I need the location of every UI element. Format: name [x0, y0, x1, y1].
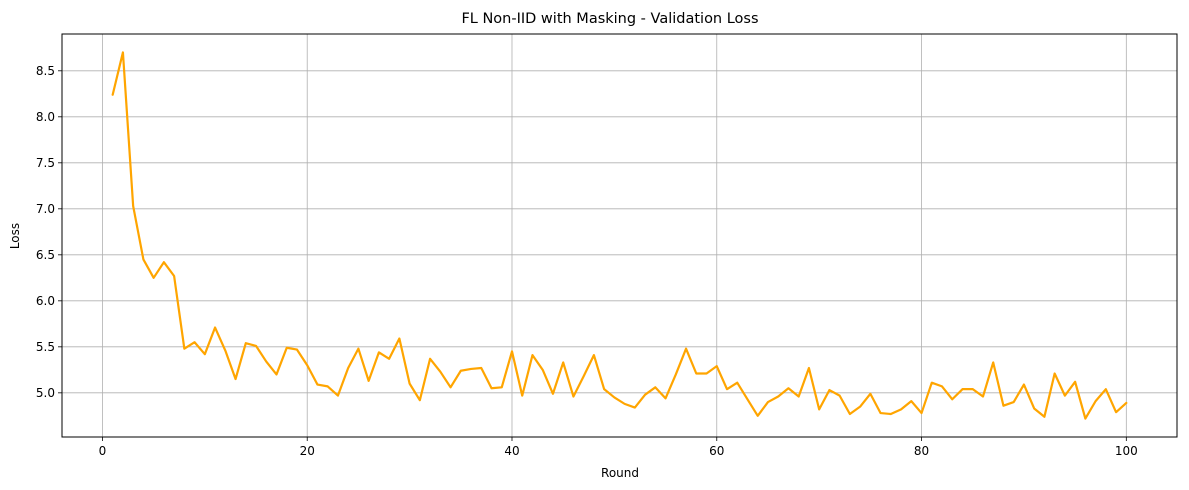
grid-lines [62, 34, 1177, 437]
chart-title: FL Non-IID with Masking - Validation Los… [461, 11, 758, 27]
y-tick-label: 5.0 [36, 386, 55, 400]
x-axis-label: Round [601, 466, 639, 480]
y-tick-label: 8.5 [36, 64, 55, 78]
y-tick-label: 6.0 [36, 294, 55, 308]
x-axis-ticks: 0 20 40 60 80 100 [99, 437, 1138, 458]
y-tick-label: 6.5 [36, 248, 55, 262]
x-tick-label: 100 [1115, 444, 1138, 458]
y-axis-label: Loss [8, 223, 22, 249]
validation-loss-line [111, 51, 1128, 420]
y-tick-label: 5.5 [36, 340, 55, 354]
y-tick-label: 8.0 [36, 110, 55, 124]
x-tick-label: 20 [300, 444, 315, 458]
y-tick-label: 7.5 [36, 156, 55, 170]
x-tick-label: 80 [914, 444, 929, 458]
plot-frame [61, 33, 1178, 438]
y-axis-ticks: 5.0 5.5 6.0 6.5 7.0 7.5 8.0 8.5 [36, 64, 62, 400]
x-tick-label: 0 [99, 444, 107, 458]
x-tick-label: 40 [504, 444, 519, 458]
y-tick-label: 7.0 [36, 202, 55, 216]
x-tick-label: 60 [709, 444, 724, 458]
